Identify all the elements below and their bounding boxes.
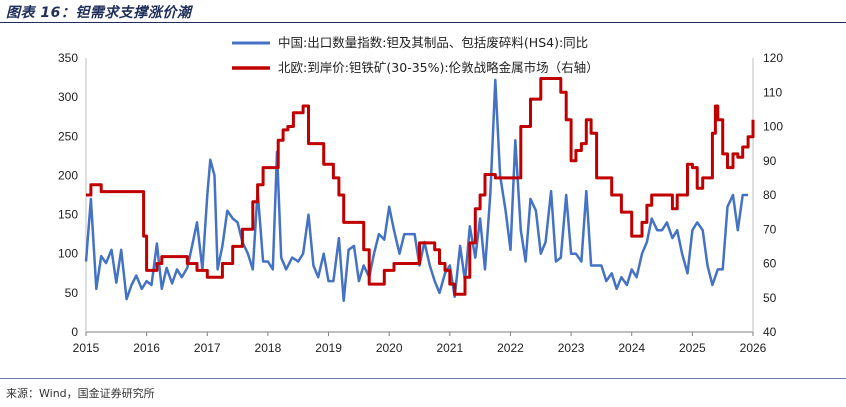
x-tick-label: 2019 — [315, 341, 342, 355]
chart-axes: 2015 2016 2017 2018 2019 2020 2021 2022 2023 2024… — [58, 51, 783, 355]
y-right-tick-label: 50 — [763, 291, 777, 305]
y-left-tick-label: 0 — [71, 325, 78, 339]
y-right-tick-label: 100 — [763, 120, 783, 134]
y-right-tick-label: 90 — [763, 154, 777, 168]
chart-series — [84, 77, 755, 302]
y-right-tick-label: 120 — [763, 51, 783, 65]
x-tick-label: 2025 — [679, 341, 706, 355]
header-rule — [0, 22, 846, 23]
x-tick-label: 2024 — [618, 341, 645, 355]
y-right-tick-label: 60 — [763, 257, 777, 271]
footer-rule — [0, 378, 846, 379]
y-left-tick-label: 300 — [58, 90, 78, 104]
x-tick-label: 2026 — [740, 341, 767, 355]
series-line-1 — [84, 78, 749, 302]
x-tick-label: 2018 — [255, 341, 282, 355]
y-left-tick-label: 150 — [58, 208, 78, 222]
y-left-tick-label: 100 — [58, 247, 78, 261]
x-tick-label: 2017 — [194, 341, 221, 355]
x-tick-label: 2021 — [436, 341, 463, 355]
x-tick-label: 2020 — [376, 341, 403, 355]
chart-legend: 中国:出口数量指数:钽及其制品、包括废碎料(HS4):同比北欧:到岸价:钽铁矿(… — [232, 35, 599, 75]
y-left-tick-label: 250 — [58, 129, 78, 143]
y-left-tick-label: 50 — [65, 286, 79, 300]
x-tick-label: 2016 — [133, 341, 160, 355]
y-right-tick-label: 40 — [763, 325, 777, 339]
y-right-tick-label: 70 — [763, 222, 777, 236]
x-tick-label: 2023 — [558, 341, 585, 355]
series-line-2 — [86, 77, 755, 296]
legend-label-2: 北欧:到岸价:钽铁矿(30-35%):伦敦战略金属市场（右轴） — [278, 60, 599, 75]
y-right-tick-label: 80 — [763, 188, 777, 202]
x-tick-label: 2022 — [497, 341, 524, 355]
legend-label-1: 中国:出口数量指数:钽及其制品、包括废碎料(HS4):同比 — [278, 35, 588, 50]
figure-title: 图表 16：钽需求支撑涨价潮 — [6, 5, 192, 21]
x-tick-label: 2015 — [73, 341, 100, 355]
y-left-tick-label: 200 — [58, 168, 78, 182]
y-left-tick-label: 350 — [58, 51, 78, 65]
y-right-tick-label: 110 — [763, 85, 782, 99]
source-note: 来源：Wind，国金证券研究所 — [6, 387, 155, 400]
